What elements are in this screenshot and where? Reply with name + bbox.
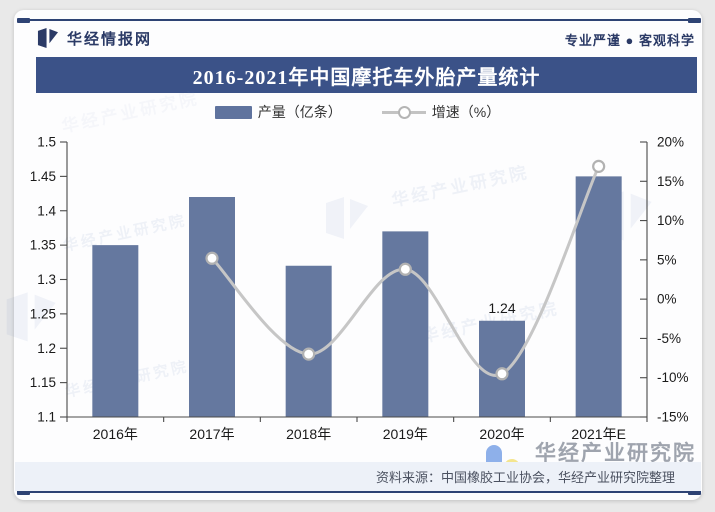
chart-legend: 产量（亿条） 增速（%） [0,102,715,122]
plot-watermark-logo [6,292,56,342]
left-tick-label: 1.35 [30,238,56,253]
x-category-label: 2016年 [93,426,138,442]
x-category-label: 2020年 [479,426,524,442]
chart-title: 2016-2021年中国摩托车外胎产量统计 [36,57,697,93]
source-text: 资料来源：中国橡胶工业协会，华经产业研究院整理 [375,470,675,485]
top-accent-line [17,17,701,23]
bar-2016年 [92,245,139,417]
accent-dash [688,17,701,23]
left-tick-label: 1.1 [37,410,56,425]
line-marker [302,347,316,361]
brand-header: 华经情报网 [36,27,152,49]
left-tick-label: 1.25 [30,306,56,321]
left-tick-label: 1.15 [30,375,56,390]
right-tick-label: 15% [657,174,684,189]
bar-swatch-icon [214,105,252,119]
legend-label: 产量（亿条） [257,104,342,120]
bar-2017年 [189,197,235,417]
right-tick-label: -15% [657,410,689,425]
brand-name: 华经情报网 [67,30,153,48]
header-tagline: 专业严谨 ● 客观科学 [564,33,695,48]
left-tick-label: 1.3 [37,272,56,287]
left-tick-label: 1.5 [37,135,56,150]
left-tick-label: 1.4 [37,203,56,218]
brand-logo-icon [37,27,58,48]
plot-watermark-logo [326,197,368,239]
bar-2021年E [575,176,622,417]
bottom-accent-line [17,489,701,495]
legend-item-production: 产量（亿条） [214,102,342,122]
accent-dash [688,489,701,495]
bar-2019年 [382,231,429,417]
right-tick-label: 20% [657,135,684,150]
x-category-label: 2021年E [571,426,625,442]
right-tick-label: -5% [657,331,681,346]
accent-dash [17,17,30,23]
legend-label: 增速（%） [431,104,501,120]
x-category-label: 2019年 [383,426,428,442]
growth-line [210,164,601,377]
bar-data-label: 1.24 [488,300,515,316]
source-strip: 资料来源：中国橡胶工业协会，华经产业研究院整理 [15,462,701,491]
bar-2018年 [285,265,332,417]
x-category-label: 2017年 [189,426,234,442]
right-tick-label: 0% [657,292,677,307]
line-marker [592,159,606,173]
line-swatch-icon [381,105,426,119]
legend-item-growth: 增速（%） [381,102,501,122]
right-tick-label: 10% [657,213,684,228]
line-marker [398,262,412,276]
line-marker [495,367,509,381]
combo-chart: 1.24 1.5 1.45 1.4 1.35 1.3 1.25 1.2 1.15 1.1 20% 15… [30,135,689,443]
watermark-brand: 华经产业研究院 [535,442,696,465]
left-tick-label: 1.45 [30,169,56,184]
line-marker [205,251,219,265]
right-tick-label: 5% [657,252,677,267]
right-tick-label: -10% [657,370,689,385]
left-tick-label: 1.2 [37,341,56,356]
accent-dash [17,489,30,495]
x-category-label: 2018年 [286,426,331,442]
